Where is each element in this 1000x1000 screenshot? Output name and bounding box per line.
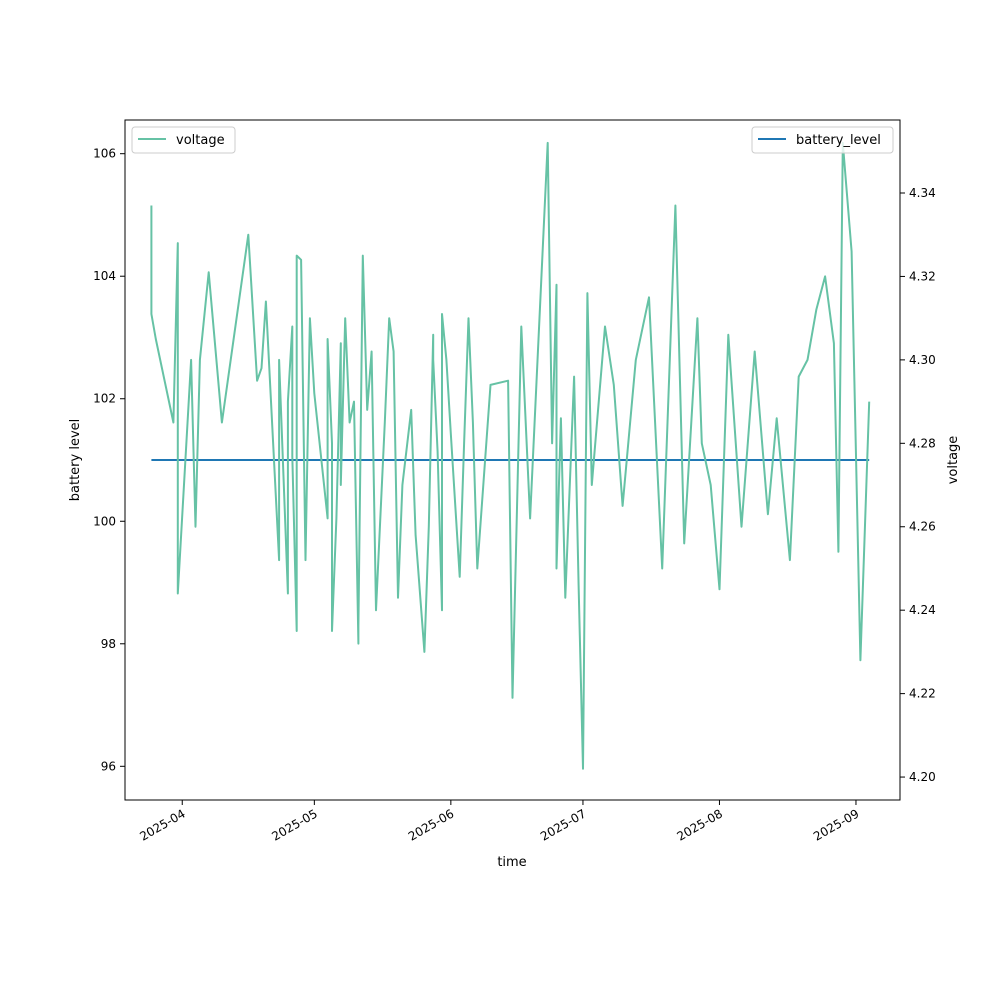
y-left-tick-label: 102 — [93, 392, 116, 406]
plot-frame — [124, 119, 901, 801]
legend-voltage-box — [131, 126, 236, 154]
y-left-tick-label: 100 — [93, 514, 116, 528]
y-right-tick-label: 4.26 — [909, 520, 936, 534]
legend-battery-level-box — [751, 126, 894, 154]
y-right-tick-label: 4.20 — [909, 770, 936, 784]
legend-battery-level-label: battery_level — [796, 133, 881, 148]
y-axis-left-title: battery level — [68, 419, 83, 502]
y-right-tick-label: 4.22 — [909, 687, 936, 701]
legend-voltage: voltage — [131, 126, 236, 154]
y-right-tick-label: 4.34 — [909, 186, 936, 200]
legend-voltage-label: voltage — [176, 133, 225, 148]
y-left-tick-label: 106 — [93, 147, 116, 161]
y-left-tick-label: 104 — [93, 269, 116, 283]
series-layer — [150, 141, 871, 770]
y-left-tick-label: 96 — [101, 759, 116, 773]
y-axis-left: 96 98 100 102 104 106 — [93, 147, 125, 773]
y-axis-right: 4.20 4.22 4.24 4.26 4.28 4.30 4.32 4.34 — [900, 186, 936, 784]
y-right-tick-label: 4.32 — [909, 269, 936, 283]
x-axis-title: time — [497, 855, 526, 870]
y-right-tick-label: 4.30 — [909, 353, 936, 367]
series-line-voltage — [150, 141, 871, 770]
y-left-tick-label: 98 — [101, 637, 116, 651]
legend-battery-level: battery_level — [751, 126, 894, 154]
y-axis-right-title: voltage — [946, 436, 961, 485]
y-right-tick-label: 4.24 — [909, 603, 936, 617]
y-right-tick-label: 4.28 — [909, 436, 936, 450]
